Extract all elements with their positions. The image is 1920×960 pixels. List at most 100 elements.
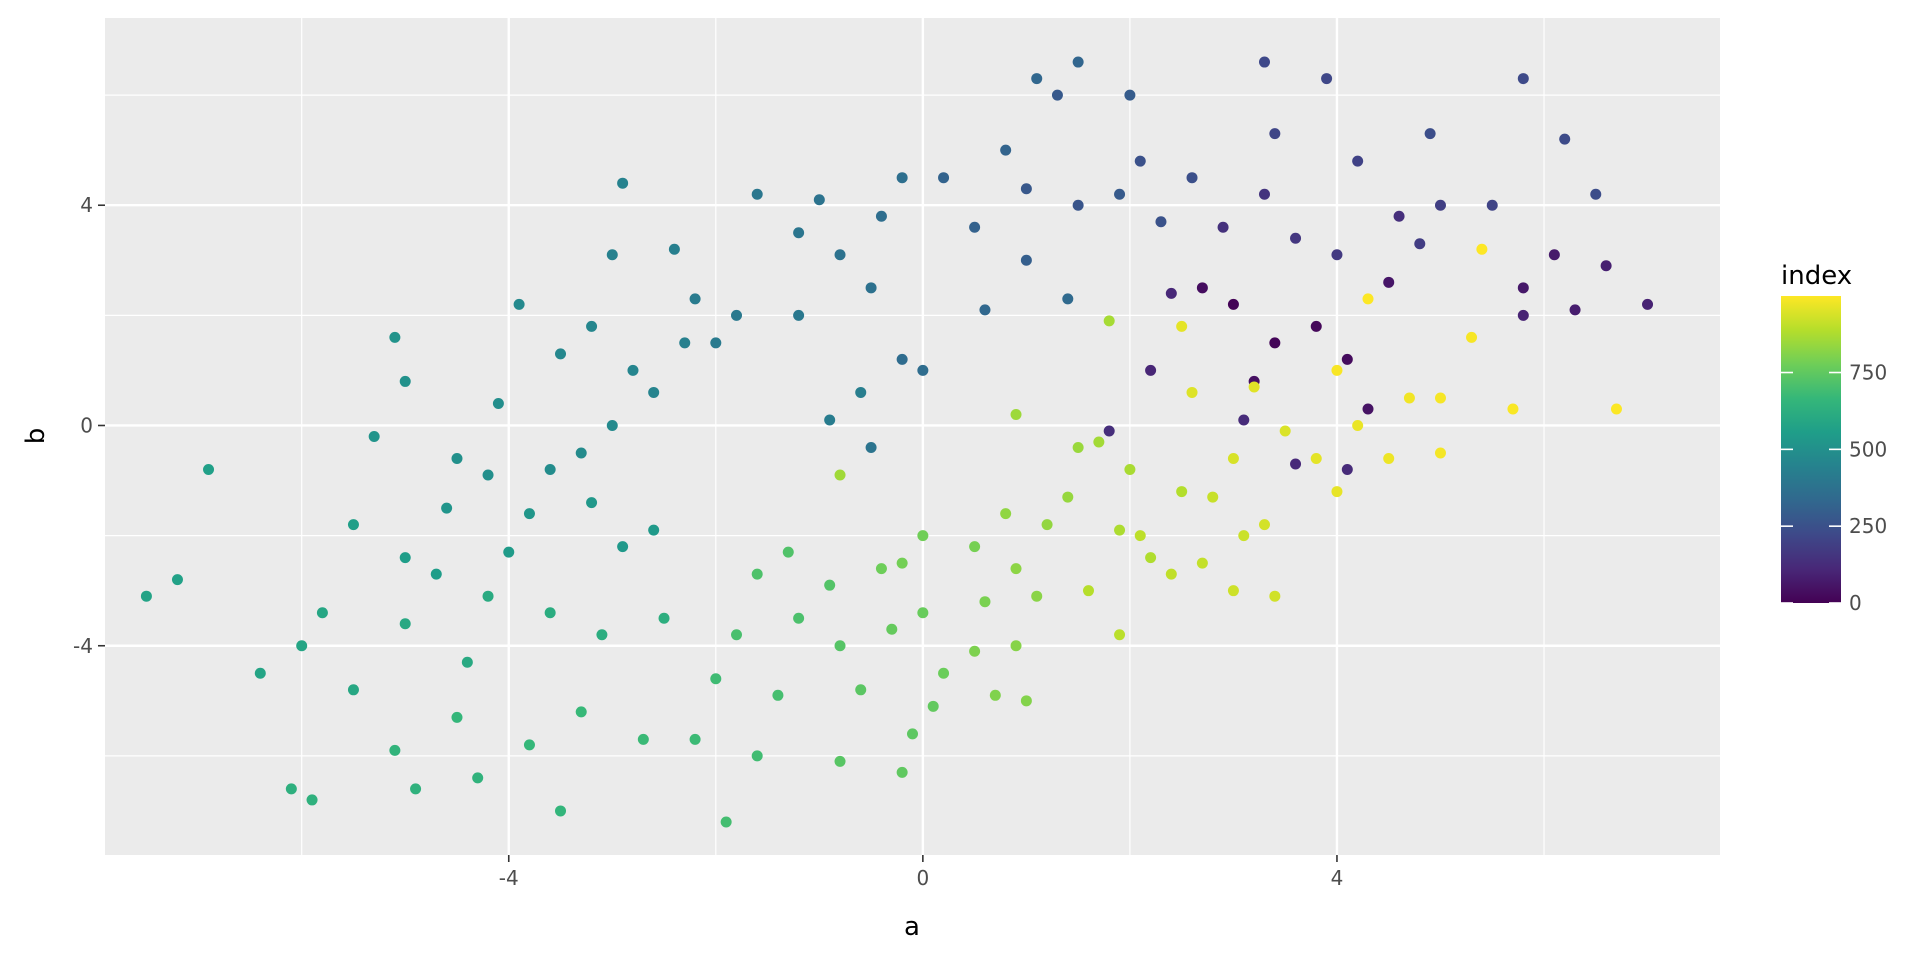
scatter-point xyxy=(1134,155,1146,167)
scatter-point xyxy=(1569,304,1581,316)
scatter-point xyxy=(1331,486,1343,498)
scatter-point xyxy=(1093,436,1105,448)
scatter-point xyxy=(875,210,887,222)
scatter-point xyxy=(896,766,908,778)
scatter-point xyxy=(896,172,908,184)
scatter-point xyxy=(1186,172,1198,184)
scatter-point xyxy=(1517,73,1529,85)
scatter-point xyxy=(731,629,743,641)
scatter-point xyxy=(1031,590,1043,602)
scatter-point xyxy=(1010,640,1022,652)
scatter-point xyxy=(1352,419,1364,431)
scatter-point xyxy=(1269,337,1281,349)
scatter-point xyxy=(1155,216,1167,228)
scatter-point xyxy=(710,337,722,349)
scatter-point xyxy=(1227,585,1239,597)
scatter-point xyxy=(285,783,297,795)
scatter-point xyxy=(1000,144,1012,156)
scatter-point xyxy=(482,590,494,602)
scatter-point xyxy=(989,689,1001,701)
scatter-point xyxy=(1196,282,1208,294)
scatter-point xyxy=(523,739,535,751)
scatter-point xyxy=(586,497,598,509)
scatter-point xyxy=(1227,453,1239,465)
scatter-point xyxy=(896,353,908,365)
x-tick-label: 0 xyxy=(916,866,929,890)
y-tick-label: 4 xyxy=(80,193,93,217)
scatter-point xyxy=(648,386,660,398)
scatter-point xyxy=(306,794,318,806)
scatter-point xyxy=(1062,293,1074,305)
scatter-point xyxy=(1010,408,1022,420)
scatter-point xyxy=(347,684,359,696)
scatter-point xyxy=(1041,519,1053,531)
scatter-point xyxy=(296,640,308,652)
scatter-point xyxy=(679,337,691,349)
scatter-point xyxy=(1434,447,1446,459)
scatter-point xyxy=(865,442,877,454)
scatter-point xyxy=(503,546,515,558)
scatter-point xyxy=(1165,568,1177,580)
scatter-point xyxy=(368,431,380,442)
scatter-point xyxy=(710,673,722,685)
scatter-point xyxy=(855,386,867,398)
scatter-point xyxy=(1517,282,1529,294)
scatter-point xyxy=(1310,320,1322,332)
scatter-point xyxy=(1145,364,1157,376)
scatter-point xyxy=(1434,199,1446,211)
scatter-point xyxy=(1072,199,1084,211)
scatter-point xyxy=(596,629,608,641)
scatter-point xyxy=(782,546,794,558)
scatter-point xyxy=(441,502,453,514)
scatter-point xyxy=(1548,249,1560,261)
scatter-point xyxy=(1331,364,1343,376)
scatter-point xyxy=(1124,464,1136,476)
scatter-point xyxy=(1114,629,1126,641)
scatter-point xyxy=(1020,695,1032,707)
x-tick-label: -4 xyxy=(499,866,519,890)
scatter-point xyxy=(1642,298,1654,310)
scatter-point xyxy=(492,397,504,409)
scatter-point xyxy=(1072,442,1084,454)
scatter-point xyxy=(1103,315,1115,327)
scatter-point xyxy=(658,612,670,624)
scatter-point xyxy=(824,414,836,426)
scatter-point xyxy=(813,194,825,206)
scatter-point xyxy=(1010,563,1022,575)
scatter-point xyxy=(606,249,618,261)
scatter-point xyxy=(1559,133,1571,145)
scatter-point xyxy=(1176,320,1188,332)
scatter-point xyxy=(969,221,981,233)
scatter-point xyxy=(1020,254,1032,266)
scatter-point xyxy=(1424,128,1436,140)
scatter-point xyxy=(1331,249,1343,261)
scatter-point xyxy=(1238,414,1250,426)
scatter-point xyxy=(1269,128,1281,140)
scatter-point xyxy=(472,772,484,784)
scatter-point xyxy=(772,689,784,701)
scatter-point xyxy=(1186,386,1198,398)
scatter-point xyxy=(430,568,442,580)
scatter-point xyxy=(865,282,877,294)
scatter-point xyxy=(917,530,929,542)
scatter-point xyxy=(586,320,598,332)
data-points xyxy=(140,56,1654,828)
scatter-point xyxy=(1114,188,1126,200)
scatter-point xyxy=(1434,392,1446,404)
major-gridlines xyxy=(105,18,1720,855)
scatter-point xyxy=(203,464,215,476)
scatter-point xyxy=(555,348,567,360)
scatter-point xyxy=(544,464,556,476)
scatter-point xyxy=(689,293,701,305)
y-axis-ticks: -4 0 4 xyxy=(73,193,105,658)
scatter-point xyxy=(1600,260,1612,272)
scatter-point xyxy=(1466,331,1478,343)
scatter-point xyxy=(793,309,805,321)
scatter-point xyxy=(1258,56,1270,68)
scatter-point xyxy=(1020,183,1032,195)
scatter-point xyxy=(834,469,846,481)
scatter-point xyxy=(451,711,463,723)
scatter-point xyxy=(1321,73,1333,85)
scatter-point xyxy=(171,574,183,586)
scatter-point xyxy=(1165,287,1177,299)
